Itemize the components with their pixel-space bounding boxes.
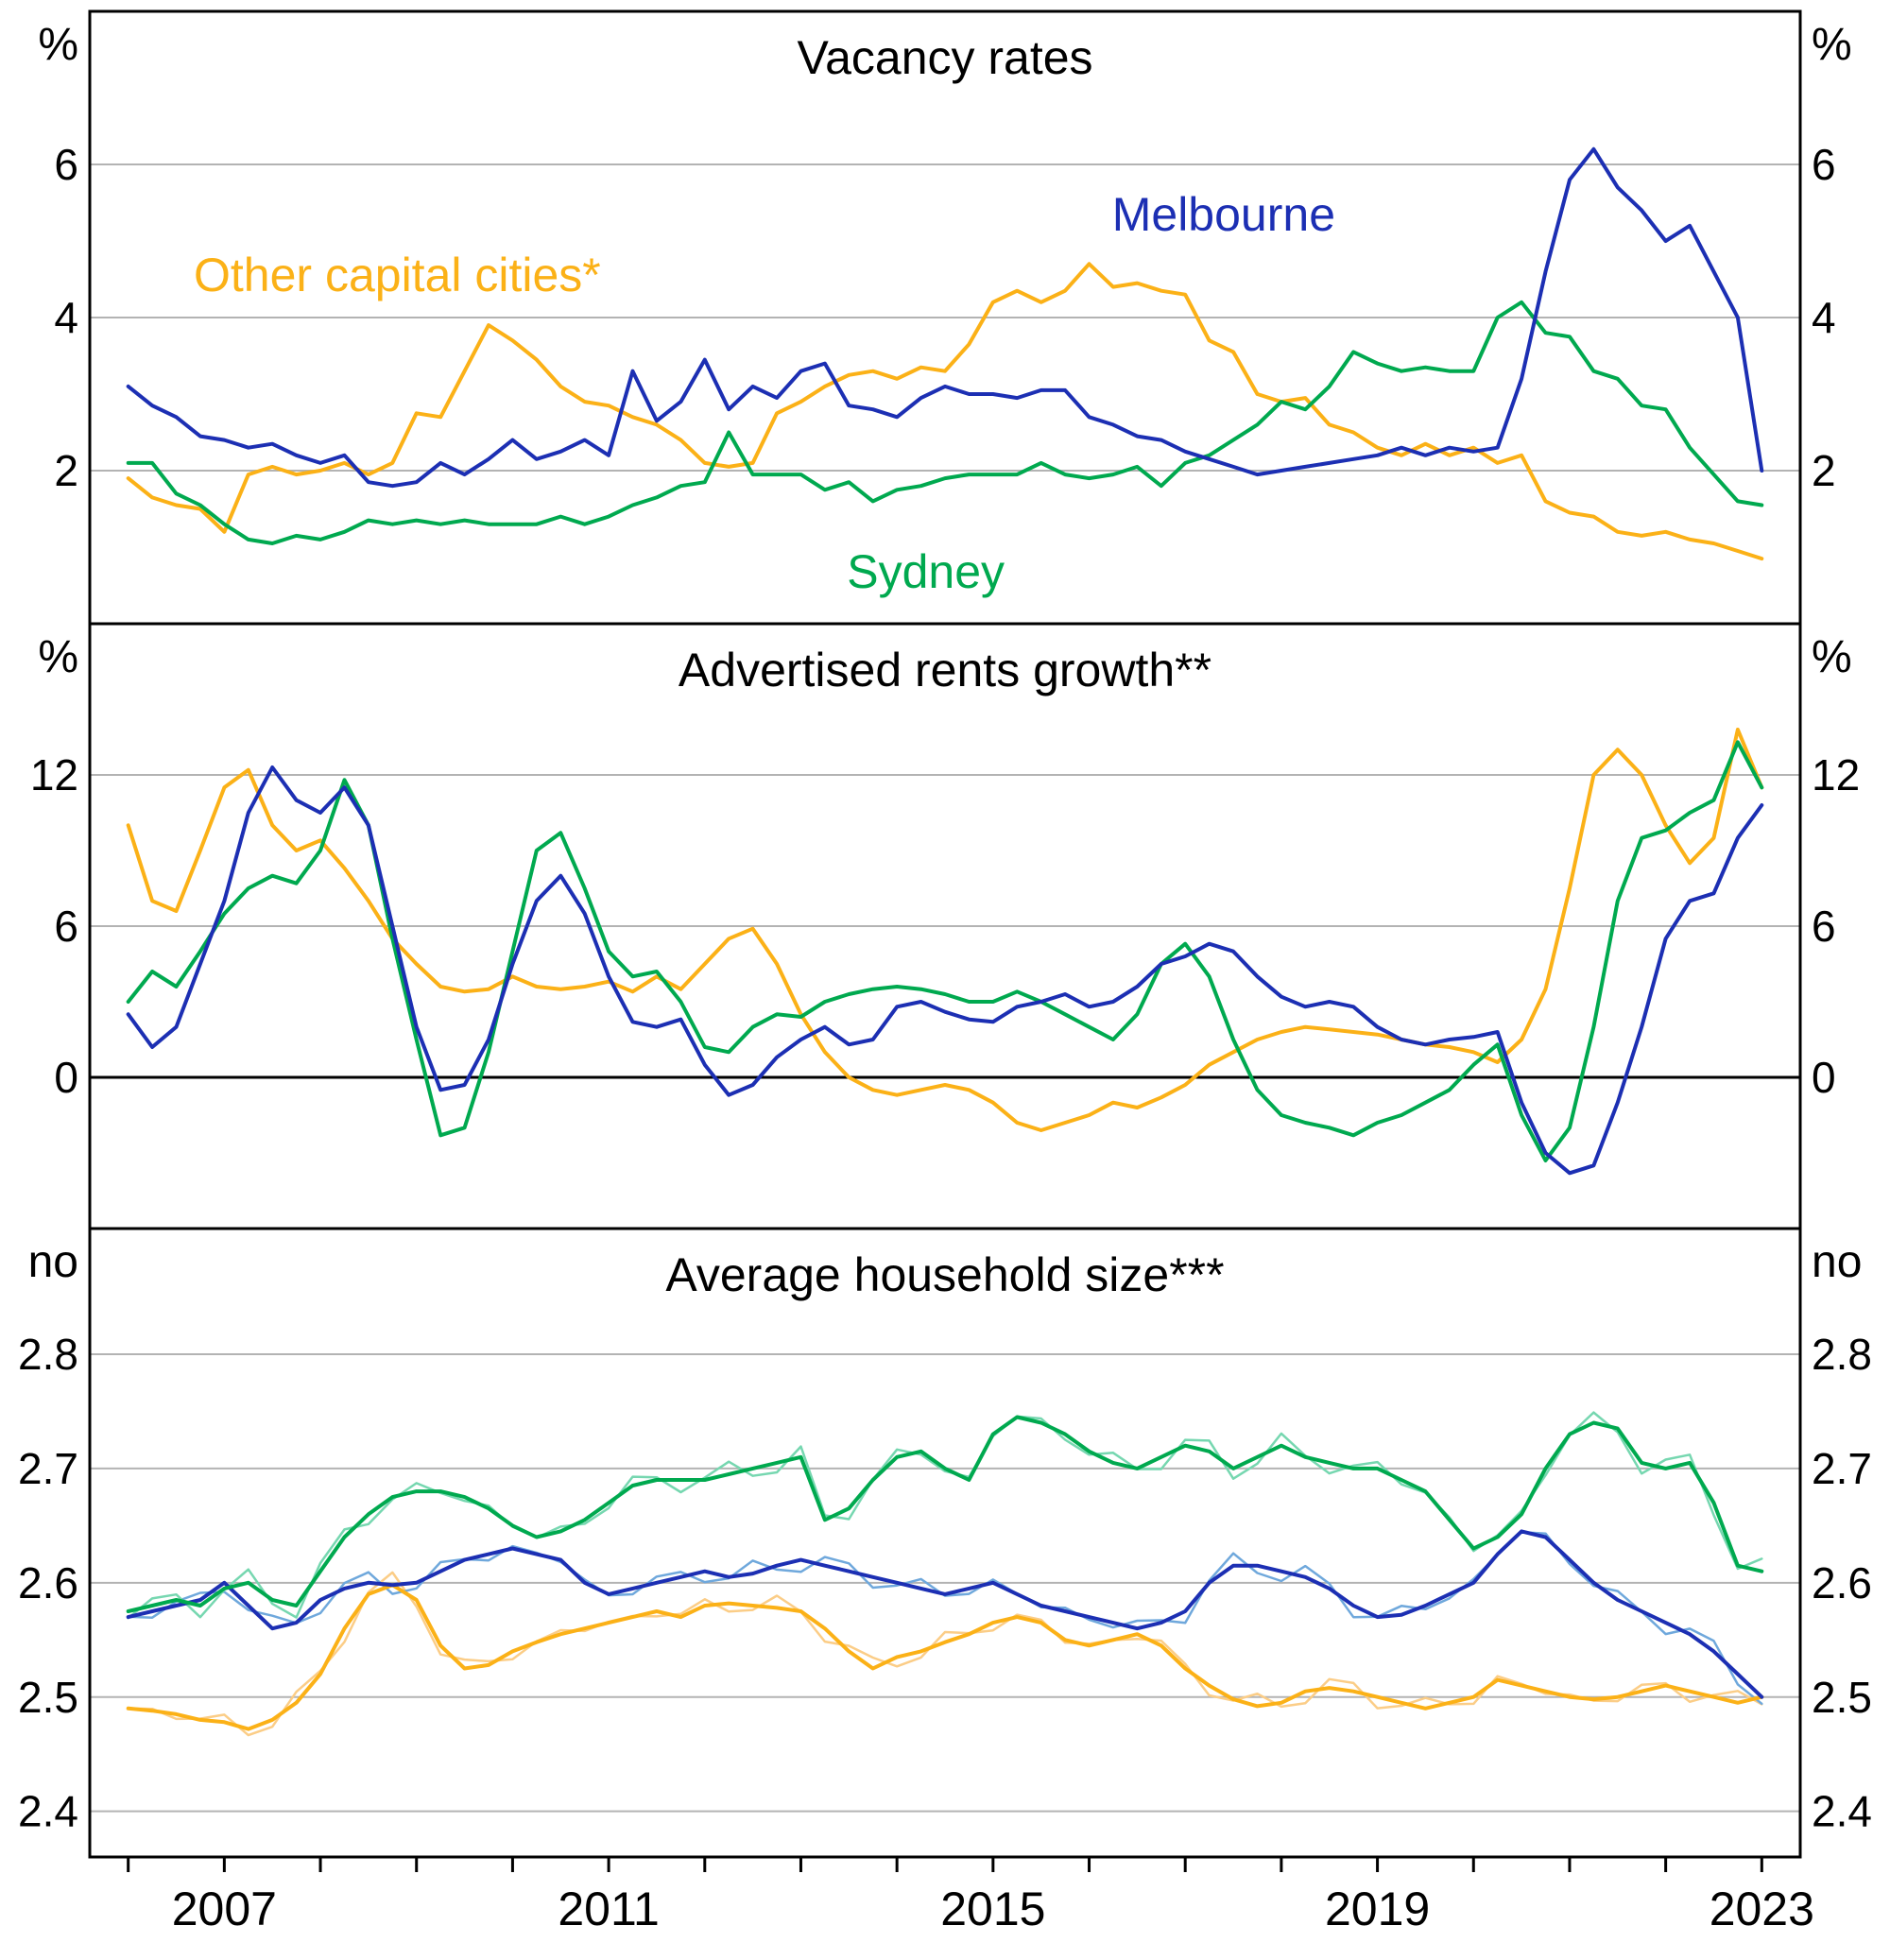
series-line-other-capital-cities- <box>126 1583 1764 1731</box>
y-tick-left: 2 <box>54 446 78 495</box>
x-axis-label-2019: 2019 <box>1324 1883 1431 1935</box>
y-tick-right: 2.8 <box>1812 1330 1872 1379</box>
panel-0-plot-area <box>90 146 1800 561</box>
series-line-sydney <box>126 1415 1764 1613</box>
x-axis-label-2011: 2011 <box>558 1883 660 1935</box>
series-line-sydney <box>126 740 1764 1162</box>
y-tick-right: 2.6 <box>1812 1558 1872 1608</box>
y-tick-left: 2.7 <box>18 1444 78 1493</box>
series-line-other-capital-cities- <box>126 728 1764 1132</box>
y-tick-left: 2.5 <box>18 1673 78 1722</box>
panel2-unit-right: % <box>1812 632 1852 682</box>
panel1-title: Vacancy rates <box>797 31 1093 84</box>
halo-line-melbourne <box>127 1530 1763 1706</box>
y-tick-right: 0 <box>1812 1053 1836 1102</box>
y-tick-right: 2.7 <box>1812 1444 1872 1493</box>
y-tick-left: 6 <box>54 902 78 951</box>
y-tick-right: 12 <box>1812 750 1860 799</box>
series-line-melbourne <box>126 1529 1764 1699</box>
panel2-title: Advertised rents growth** <box>678 644 1212 696</box>
y-tick-left: 2.4 <box>18 1787 78 1836</box>
series-line-sydney <box>126 300 1764 545</box>
y-tick-right: 2.4 <box>1812 1787 1872 1836</box>
y-tick-left: 4 <box>54 293 78 342</box>
x-axis-label-2015: 2015 <box>940 1883 1046 1935</box>
y-tick-right: 2.5 <box>1812 1673 1872 1722</box>
x-axis-label-2007: 2007 <box>171 1883 277 1935</box>
y-tick-left: 6 <box>54 140 78 189</box>
x-axis-label-2023: 2023 <box>1709 1883 1814 1935</box>
y-tick-right: 6 <box>1812 902 1836 951</box>
series-line-melbourne <box>126 765 1764 1176</box>
series-label-melbourne: Melbourne <box>1111 187 1336 241</box>
panel2-unit-left: % <box>38 632 78 682</box>
panel-2-frame <box>88 1227 1802 1859</box>
y-tick-left: 12 <box>30 750 78 799</box>
panel3-title: Average household size*** <box>665 1248 1225 1301</box>
panel-2-plot-area <box>90 1353 1800 1813</box>
panel3-unit-right: no <box>1812 1237 1863 1287</box>
series-label-other-capital-cities: Other capital cities* <box>194 249 601 302</box>
y-tick-left: 2.6 <box>18 1558 78 1608</box>
series-line-other-capital-cities- <box>126 262 1764 561</box>
series-line-melbourne <box>126 146 1764 489</box>
y-tick-right: 6 <box>1812 140 1836 189</box>
y-tick-right: 4 <box>1812 293 1836 342</box>
panel-1-plot-area <box>90 728 1800 1176</box>
series-label-sydney: Sydney <box>847 544 1005 598</box>
panel1-unit-right: % <box>1812 20 1852 70</box>
y-tick-left: 2.8 <box>18 1330 78 1379</box>
panel1-unit-left: % <box>38 20 78 70</box>
y-tick-left: 0 <box>54 1053 78 1102</box>
panel3-unit-left: no <box>27 1237 78 1287</box>
y-tick-right: 2 <box>1812 446 1836 495</box>
